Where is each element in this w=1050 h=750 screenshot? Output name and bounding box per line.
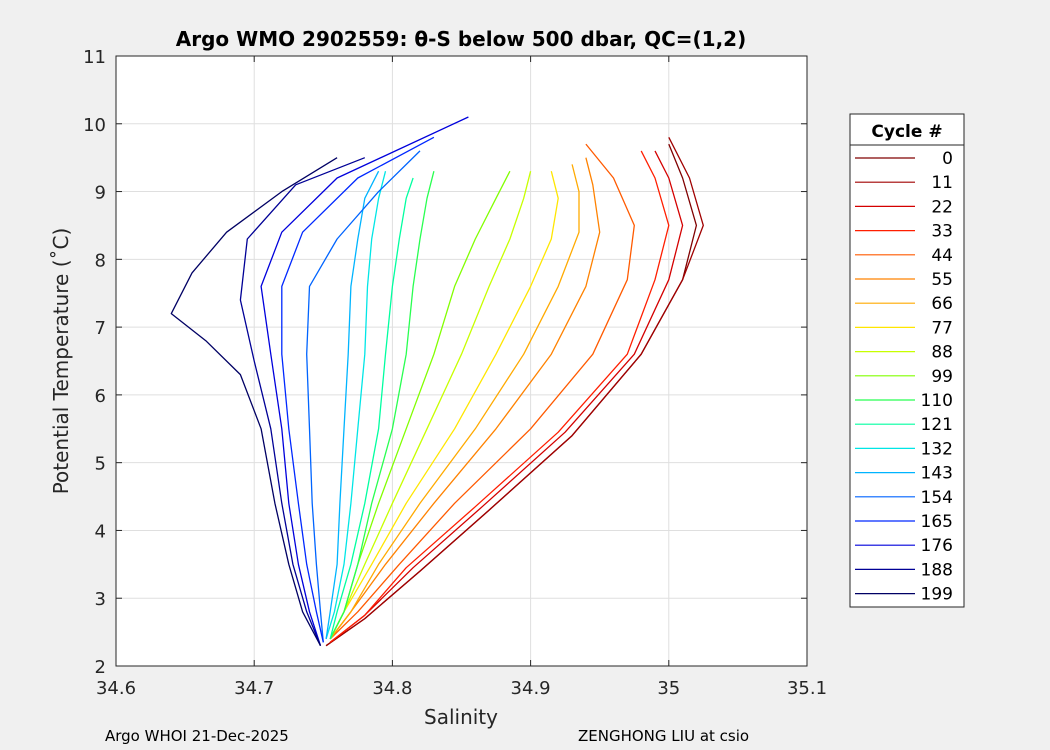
legend-label-77: 77 [931, 318, 953, 338]
series-line-154 [306, 150, 421, 643]
series-line-110 [329, 171, 435, 640]
y-tick-label: 11 [83, 47, 106, 68]
series-line-165 [281, 136, 435, 643]
series-line-88 [329, 171, 532, 640]
y-tick-label: 9 [95, 183, 106, 204]
series-line-176 [260, 116, 469, 646]
x-tick-label: 35.1 [787, 678, 827, 699]
legend-label-44: 44 [931, 246, 953, 266]
legend-label-143: 143 [921, 464, 953, 484]
legend-label-99: 99 [931, 367, 953, 387]
x-tick-label: 34.9 [511, 678, 551, 699]
x-tick-label: 34.8 [372, 678, 412, 699]
series-line-66 [329, 164, 580, 640]
legend-label-176: 176 [921, 536, 953, 556]
series-line-121 [329, 177, 414, 640]
legend-label-0: 0 [942, 149, 953, 169]
y-axis-label: Potential Temperature (˚C) [49, 228, 73, 495]
series-line-11 [325, 137, 704, 647]
y-tick-label: 5 [95, 454, 106, 475]
legend-label-132: 132 [921, 439, 953, 459]
x-axis-label: Salinity [424, 705, 498, 729]
series-line-55 [329, 157, 601, 640]
legend-label-110: 110 [921, 391, 953, 411]
series-line-44 [329, 143, 635, 640]
y-tick-label: 7 [95, 318, 106, 339]
legend-title: Cycle # [871, 122, 942, 142]
x-tick-label: 34.7 [234, 678, 274, 699]
footer-left: Argo WHOI 21-Dec-2025 [105, 727, 289, 745]
legend-box [849, 113, 965, 608]
data-lines [170, 116, 704, 647]
grid-lines [116, 56, 807, 666]
series-line-77 [329, 171, 559, 640]
legend-label-165: 165 [921, 512, 953, 532]
series-line-143 [325, 170, 380, 639]
chart-title: Argo WMO 2902559: θ-S below 500 dbar, QC… [176, 27, 746, 51]
legend: Cycle # 0 11 22 33 44 55 66 77 88 99 110 121 132 143 1… [849, 113, 965, 608]
series-line-33 [329, 150, 670, 643]
series-line-188 [239, 157, 366, 646]
legend-label-188: 188 [921, 560, 953, 580]
x-axis-ticks: 34.6 34.7 34.8 34.9 35 35.1 [96, 56, 827, 699]
series-line-132 [325, 171, 387, 640]
legend-label-121: 121 [921, 415, 953, 435]
x-tick-label: 35 [657, 678, 680, 699]
legend-entries: 0 11 22 33 44 55 66 77 88 99 110 121 132 143 154 165 176… [855, 149, 953, 605]
y-axis-ticks: 2 3 4 5 6 7 8 9 10 11 [83, 47, 807, 678]
legend-label-33: 33 [931, 222, 953, 242]
y-tick-label: 3 [95, 589, 106, 610]
legend-label-199: 199 [921, 585, 953, 605]
legend-label-22: 22 [931, 197, 953, 217]
legend-label-55: 55 [931, 270, 953, 290]
y-tick-label: 6 [95, 386, 106, 407]
plot-frame [115, 55, 808, 667]
series-line-199 [170, 157, 338, 647]
y-tick-label: 10 [83, 115, 106, 136]
x-tick-label: 34.6 [96, 678, 136, 699]
legend-label-11: 11 [931, 173, 953, 193]
legend-label-66: 66 [931, 294, 953, 314]
y-tick-label: 8 [95, 250, 106, 271]
plot-area [116, 56, 807, 666]
footer-right: ZENGHONG LIU at csio [578, 727, 749, 745]
legend-label-88: 88 [931, 343, 953, 363]
legend-label-154: 154 [921, 488, 953, 508]
series-line-22 [329, 150, 684, 643]
y-tick-label: 2 [95, 657, 106, 678]
y-tick-label: 4 [95, 521, 106, 542]
